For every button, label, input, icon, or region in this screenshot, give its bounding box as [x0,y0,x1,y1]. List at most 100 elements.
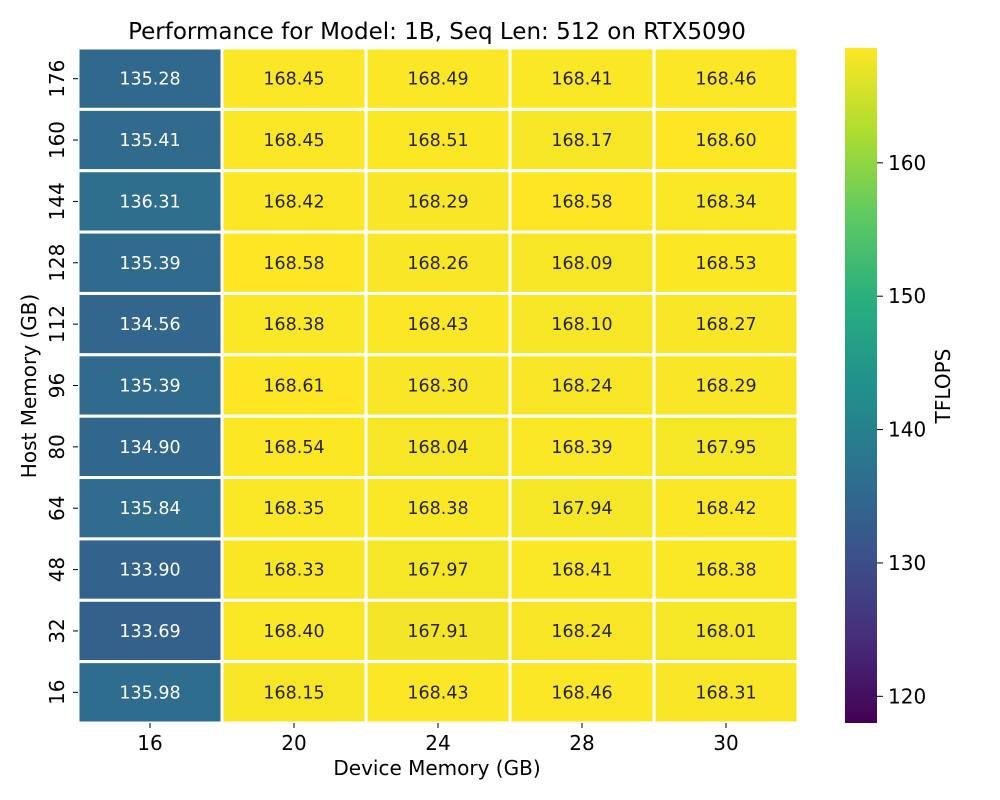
colorbar-tick-label: 130 [888,551,926,575]
cell-value-label: 168.39 [551,438,612,458]
x-tick-label: 20 [281,731,306,755]
heatmap-cell [652,230,800,295]
cell-value-label: 168.38 [407,499,468,519]
cell-value-label: 168.38 [695,561,756,581]
cell-value-label: 168.34 [695,192,756,212]
cell-value-label: 168.43 [407,315,468,335]
cell-value-label: 168.30 [407,377,468,397]
heatmap-cell [364,107,512,173]
cell-value-label: 168.01 [695,622,756,642]
y-tick-label: 80 [45,434,69,459]
heatmap-cells: 135.28 168.45 168.49 168.41 168.46 135.41 168.… [76,46,800,725]
cell-value-label: 167.95 [695,438,756,458]
cell-value-label: 168.45 [263,131,324,151]
heatmap-cell [652,107,800,173]
y-tick-label: 64 [45,496,69,521]
cell-value-label: 168.10 [551,315,612,335]
heatmap-cell [652,353,800,418]
cell-value-label: 168.54 [263,438,324,458]
cell-value-label: 168.17 [551,131,612,151]
cell-value-label: 168.45 [263,70,324,90]
y-tick-label: 96 [45,373,69,398]
heatmap-cell [220,291,368,357]
cell-value-label: 168.42 [263,192,324,212]
cell-value-label: 168.46 [551,683,612,703]
y-tick-label: 144 [45,182,69,220]
y-axis-label: Host Memory (GB) [17,294,41,478]
heatmap-cell [652,537,800,602]
heatmap-cell [220,169,368,234]
cell-value-label: 168.29 [407,192,468,212]
heatmap-cell [508,598,656,664]
heatmap-cell [364,291,512,357]
colorbar-gradient [845,48,877,723]
cell-value-label: 167.91 [407,622,468,642]
chart-title: Performance for Model: 1B, Seq Len: 512 … [128,19,746,45]
cell-value-label: 168.40 [263,622,324,642]
cell-value-label: 168.27 [695,315,756,335]
colorbar-tick-label: 150 [888,284,926,308]
heatmap-cell [508,169,656,234]
cell-value-label: 135.28 [119,70,180,90]
cell-value-label: 134.56 [119,315,180,335]
x-axis-ticks: 16 20 24 28 30 [137,723,739,755]
colorbar-tick-label: 140 [888,418,926,442]
heatmap-cell [652,598,800,664]
heatmap-cell [652,660,800,725]
cell-value-label: 168.35 [263,499,324,519]
heatmap-cell [76,660,224,725]
cell-value-label: 134.90 [119,438,180,458]
x-tick-label: 24 [425,731,450,755]
cell-value-label: 168.58 [263,254,324,274]
heatmap-cell [220,353,368,418]
cell-value-label: 135.39 [119,254,180,274]
cell-value-label: 168.33 [263,561,324,581]
cell-value-label: 168.58 [551,192,612,212]
heatmap-cell [220,230,368,295]
cell-value-label: 168.53 [695,254,756,274]
cell-value-label: 168.04 [407,438,468,458]
y-tick-label: 176 [45,60,69,98]
heatmap-cell [76,476,224,541]
cell-value-label: 167.94 [551,499,612,519]
colorbar-tick-label: 120 [888,684,926,708]
cell-value-label: 133.69 [119,622,180,642]
cell-value-label: 136.31 [119,192,180,212]
y-tick-label: 128 [45,244,69,282]
heatmap-cell [508,660,656,725]
cell-value-label: 167.97 [407,561,468,581]
y-tick-label: 16 [45,680,69,705]
heatmap-cell [220,537,368,602]
cell-value-label: 168.31 [695,683,756,703]
cell-value-label: 168.38 [263,315,324,335]
x-tick-label: 28 [569,731,594,755]
cell-value-label: 168.51 [407,131,468,151]
colorbar-tick-label: 160 [888,151,926,175]
cell-value-label: 168.24 [551,622,612,642]
colorbar-ticks: 120 130 140 150 160 [877,151,926,708]
cell-value-label: 168.24 [551,377,612,397]
heatmap-cell [508,230,656,295]
heatmap-cell [76,414,224,480]
y-tick-label: 160 [45,121,69,159]
cell-value-label: 168.49 [407,70,468,90]
heatmap-cell [508,353,656,418]
cell-value-label: 168.60 [695,131,756,151]
cell-value-label: 168.61 [263,377,324,397]
heatmap-cell [220,476,368,541]
cell-value-label: 168.42 [695,499,756,519]
cell-value-label: 168.43 [407,683,468,703]
cell-value-label: 135.98 [119,683,180,703]
cell-value-label: 168.41 [551,70,612,90]
cell-value-label: 168.09 [551,254,612,274]
cell-value-label: 168.26 [407,254,468,274]
heatmap-cell [364,598,512,664]
colorbar-label: TFLOPS [931,349,955,425]
cell-value-label: 135.39 [119,377,180,397]
cell-value-label: 168.41 [551,561,612,581]
y-tick-label: 32 [45,618,69,643]
cell-value-label: 168.46 [695,70,756,90]
cell-value-label: 133.90 [119,561,180,581]
cell-value-label: 135.41 [119,131,180,151]
colorbar: 120 130 140 150 160 TFLOPS [845,48,955,723]
